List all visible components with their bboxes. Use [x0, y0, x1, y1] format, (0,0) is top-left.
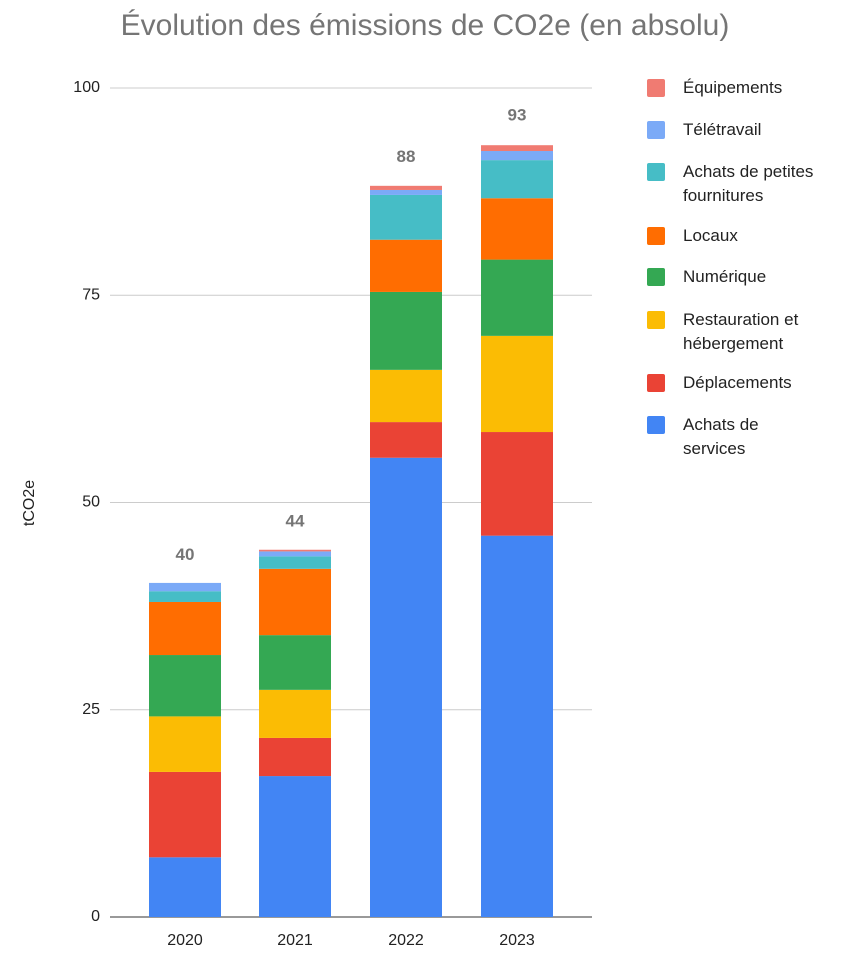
y-tick-label: 50 — [82, 494, 100, 511]
legend-swatch — [647, 79, 665, 97]
bar-segment — [481, 335, 553, 433]
bar-segment — [370, 422, 442, 458]
bar-segment — [370, 369, 442, 423]
y-tick-label: 100 — [73, 79, 100, 96]
bar-segment — [481, 151, 553, 161]
legend-item: Restauration et hébergement — [647, 308, 819, 356]
bar-segment — [370, 239, 442, 292]
bar-segment — [149, 716, 221, 772]
legend-label: Équipements — [683, 78, 783, 97]
bar-segment — [481, 160, 553, 199]
legend-item: Télétravail — [647, 118, 819, 142]
legend-swatch — [647, 163, 665, 181]
bar-segment — [259, 551, 331, 557]
legend-swatch — [647, 374, 665, 392]
chart-title: Évolution des émissions de CO2e (en abso… — [121, 9, 730, 42]
total-label: 44 — [286, 512, 305, 531]
bar-segment — [370, 457, 442, 917]
bar-segment — [370, 194, 442, 240]
bar-segment — [149, 601, 221, 656]
bar-segment — [481, 198, 553, 260]
legend-swatch — [647, 227, 665, 245]
bar-segment — [370, 189, 442, 195]
legend-item: Achats de petites fournitures — [647, 160, 819, 208]
legend-label: Déplacements — [683, 373, 792, 392]
bar-segment — [149, 655, 221, 717]
legend-swatch — [647, 268, 665, 286]
legend-label: Locaux — [683, 226, 738, 245]
bar-segment — [259, 689, 331, 738]
legend-item: Déplacements — [647, 371, 819, 395]
y-tick-label: 75 — [82, 286, 100, 303]
bar-segment — [370, 185, 442, 190]
legend-item: Numérique — [647, 265, 819, 289]
bar-segment — [259, 776, 331, 917]
bar-segment — [149, 857, 221, 917]
x-tick-label: 2023 — [499, 932, 535, 949]
x-tick-label: 2022 — [388, 932, 424, 949]
legend-label: Numérique — [683, 267, 767, 286]
bar-segment — [370, 291, 442, 370]
bar-segment — [481, 145, 553, 152]
bar-segment — [149, 582, 221, 592]
legend-label: Télétravail — [683, 120, 762, 139]
legend-swatch — [647, 121, 665, 139]
x-tick-label: 2021 — [277, 932, 313, 949]
legend-item: Locaux — [647, 224, 819, 248]
y-tick-label: 25 — [82, 701, 100, 718]
bar-segment — [149, 771, 221, 858]
total-label: 40 — [176, 545, 195, 564]
legend-label: Achats de petites fournitures — [683, 162, 814, 205]
legend-item: Achats de services — [647, 413, 819, 461]
bar-segment — [259, 737, 331, 777]
bar-segment — [481, 259, 553, 336]
legend-label: Restauration et hébergement — [683, 310, 799, 353]
legend-item: Équipements — [647, 76, 819, 100]
total-label: 93 — [508, 106, 527, 125]
bar-segment — [259, 549, 331, 552]
bar-segment — [481, 535, 553, 917]
total-label: 88 — [397, 147, 416, 166]
bar-segment — [149, 591, 221, 602]
legend-swatch — [647, 416, 665, 434]
bar-segment — [259, 568, 331, 636]
bar-segment — [259, 556, 331, 569]
y-tick-label: 0 — [91, 908, 100, 925]
legend-swatch — [647, 311, 665, 329]
legend-label: Achats de services — [683, 415, 759, 458]
bar-segment — [259, 635, 331, 690]
y-axis-label: tCO2e — [21, 480, 38, 526]
x-tick-label: 2020 — [167, 932, 203, 949]
bar-segment — [481, 432, 553, 536]
